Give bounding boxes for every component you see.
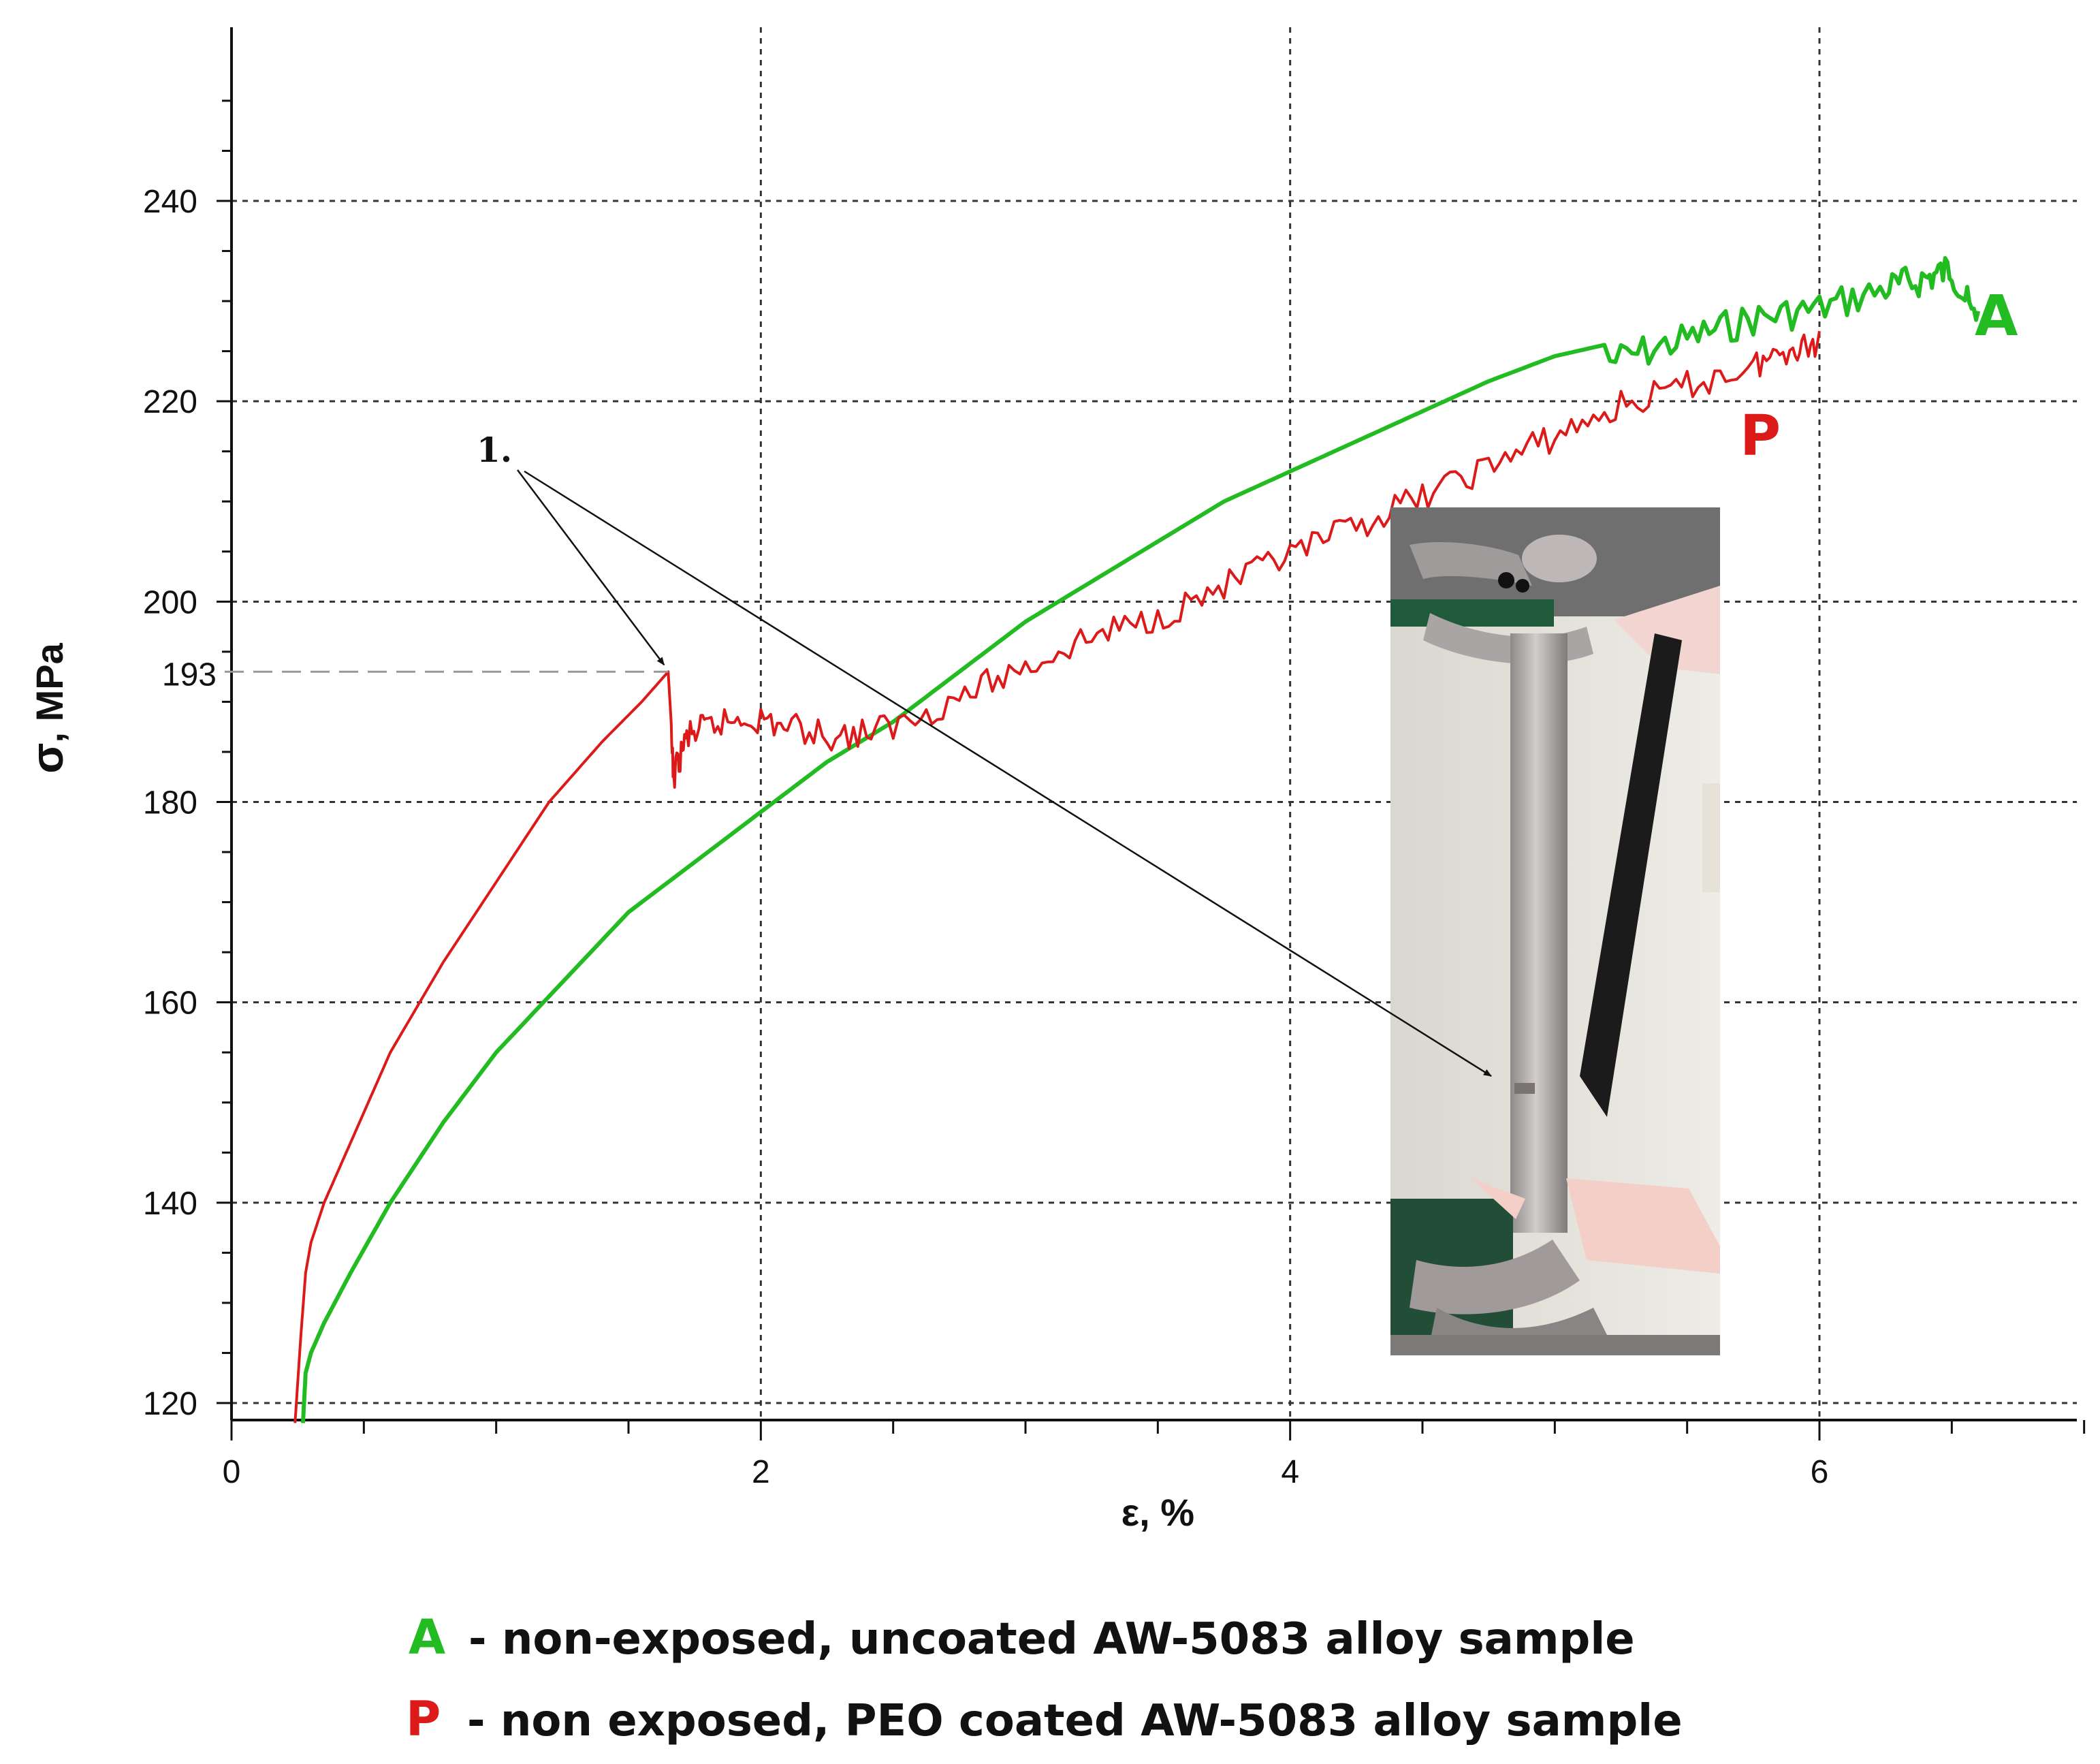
series-tag-P: P (1740, 404, 1781, 469)
y-tick-label-120: 120 (143, 1386, 197, 1422)
axes: 0 2 4 6 120 140 160 180 200 220 240 ε, % σ, MPa (22, 27, 2086, 1534)
specimen-photo-inset (1390, 507, 1720, 1355)
grid-lines (232, 27, 2077, 1420)
annotations: 193 1. (162, 430, 1492, 1077)
series-tags: AP (1740, 284, 2018, 469)
x-axis-title: ε, % (1121, 1491, 1195, 1534)
legend-text-P: - non exposed, PEO coated AW-5083 alloy … (467, 1696, 1683, 1746)
arrow-to-yield-point (517, 469, 665, 666)
x-tick-label-6: 6 (1811, 1454, 1829, 1490)
y-tick-label-220: 220 (143, 384, 197, 420)
y-tick-label-160: 160 (143, 986, 197, 1022)
legend-text-A: - non-exposed, uncoated AW-5083 alloy sa… (468, 1614, 1635, 1665)
reference-value-label: 193 (162, 657, 217, 693)
series-tag-A: A (1975, 284, 2018, 349)
y-axis-title: σ, MPa (22, 642, 72, 773)
arrow-to-specimen (524, 470, 1492, 1077)
series-line-A (300, 256, 1981, 1423)
legend: A - non-exposed, uncoated AW-5083 alloy s… (406, 1609, 1683, 1747)
y-axis-unit: , MPa (28, 642, 71, 742)
marker-label: 1. (477, 430, 512, 470)
y-tick-label-140: 140 (143, 1186, 197, 1222)
y-tick-label-180: 180 (143, 785, 197, 821)
legend-key-P: P (406, 1691, 441, 1747)
y-tick-label-200: 200 (143, 584, 197, 620)
series-lines (293, 256, 1981, 1423)
x-tick-label-0: 0 (223, 1454, 241, 1490)
series-line-P (293, 330, 1821, 1423)
y-axis-symbol: σ (22, 743, 72, 774)
y-tick-label-240: 240 (143, 184, 197, 220)
x-tick-label-4: 4 (1281, 1454, 1299, 1490)
x-tick-label-2: 2 (752, 1454, 770, 1490)
legend-key-A: A (409, 1609, 445, 1665)
